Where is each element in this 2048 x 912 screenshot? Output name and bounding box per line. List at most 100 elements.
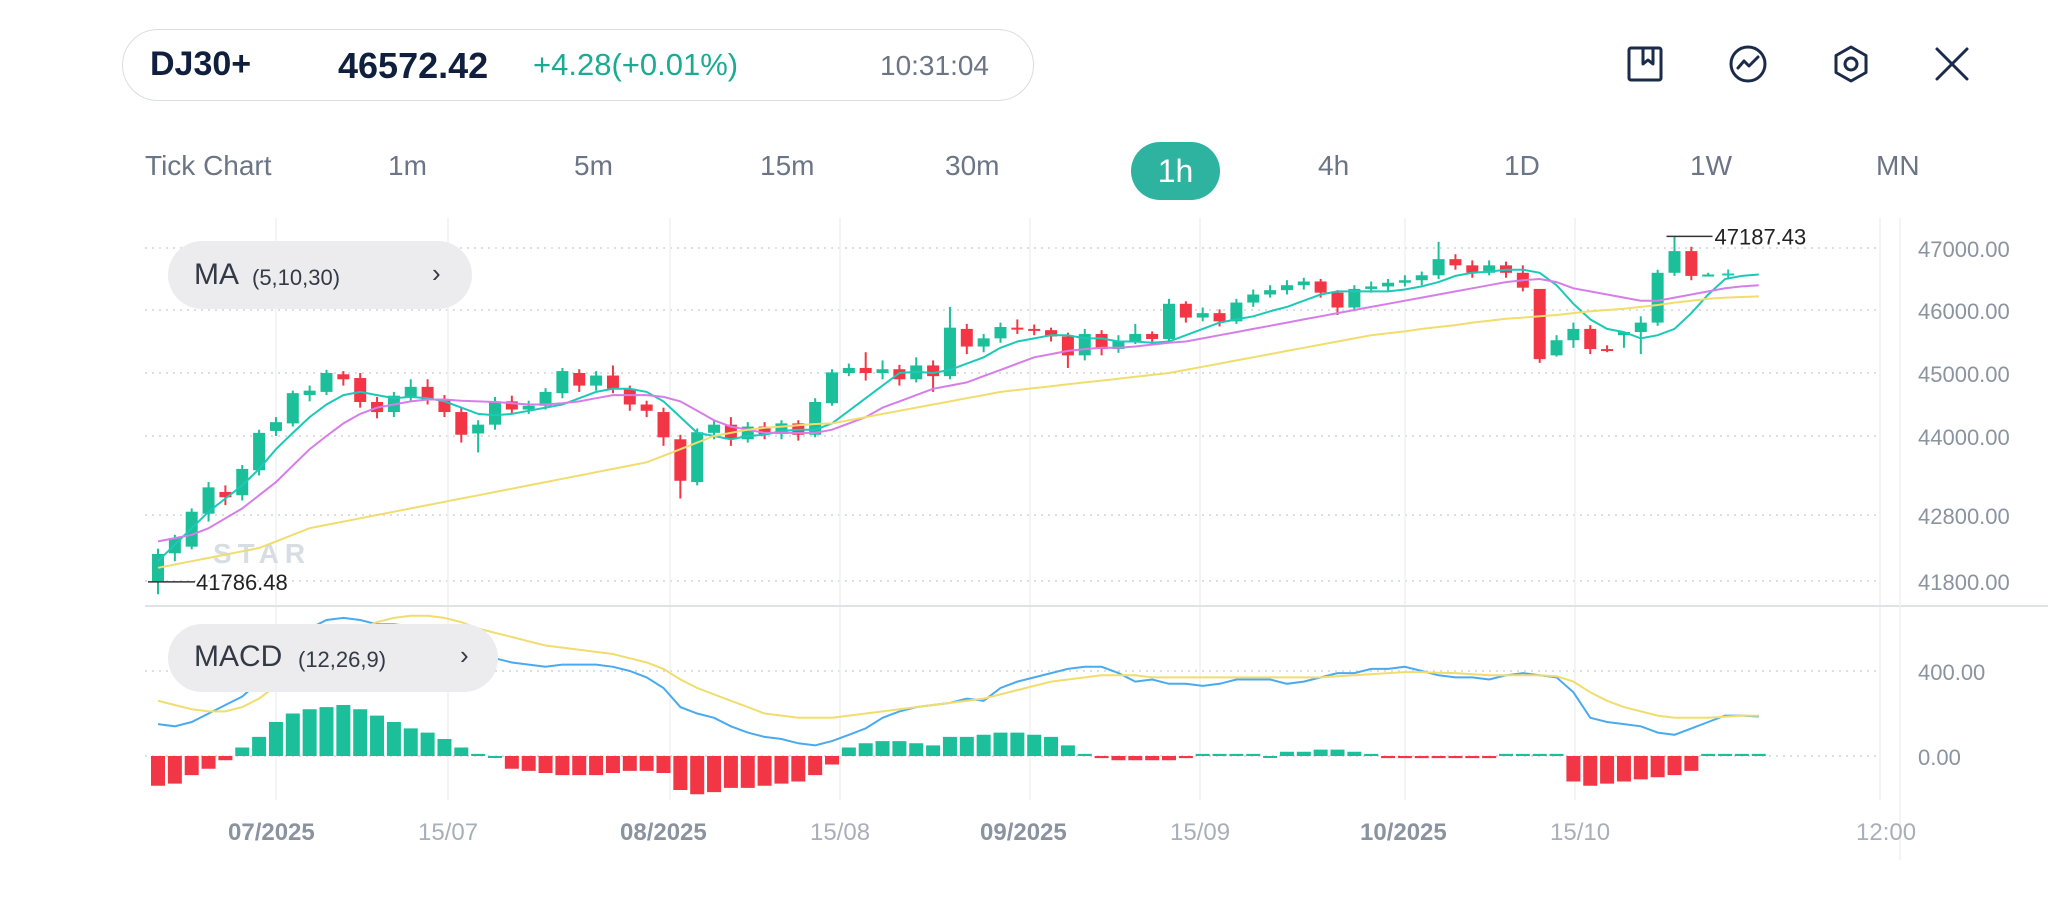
ma-line-ma30: [157, 295, 1759, 569]
macd-histogram-bar: [184, 756, 199, 776]
macd-histogram-bar: [521, 756, 536, 771]
tab-4h[interactable]: 4h: [1318, 150, 1350, 181]
macd-histogram-bar: [1195, 753, 1210, 756]
macd-histogram-bar: [1364, 753, 1379, 756]
tab-30m[interactable]: 30m: [945, 150, 1000, 181]
macd-indicator-pill[interactable]: [168, 624, 498, 692]
candle-body: [472, 424, 485, 434]
tab-1w[interactable]: 1W: [1690, 150, 1732, 181]
macd-histogram-bar: [370, 715, 385, 756]
macd-chevron-icon[interactable]: ›: [460, 640, 469, 670]
candle-body: [337, 374, 350, 380]
candle-body: [1567, 328, 1580, 341]
macd-histogram-bar: [622, 756, 637, 771]
candle-body: [320, 373, 333, 392]
macd-histogram-bar: [1600, 756, 1615, 784]
candle-body: [842, 367, 855, 373]
macd-histogram-bar: [656, 756, 671, 773]
price-axis-label: 44000.00: [1918, 425, 2010, 450]
candle-body: [657, 412, 670, 438]
macd-histogram-bar: [1734, 753, 1749, 756]
macd-histogram-bar: [1077, 753, 1092, 756]
macd-histogram-bar: [353, 709, 368, 756]
candle-body: [1500, 265, 1512, 273]
indicator-icon[interactable]: [1728, 44, 1768, 84]
macd-histogram-bar: [1448, 756, 1463, 759]
macd-histogram-bar: [386, 722, 401, 756]
tab-15m[interactable]: 15m: [760, 150, 815, 181]
candle-body: [927, 365, 940, 377]
macd-histogram-bar: [1751, 753, 1766, 756]
macd-histogram-bar: [1145, 756, 1160, 761]
candle-body: [1601, 349, 1614, 352]
macd-name: MACD: [194, 640, 283, 673]
tab-1m[interactable]: 1m: [388, 150, 427, 181]
macd-histogram-bar: [488, 756, 502, 758]
candle-body: [1651, 272, 1664, 323]
candle-body: [674, 439, 687, 481]
macd-histogram-bar: [791, 756, 806, 782]
candle-body: [1516, 272, 1529, 288]
candle-body: [185, 511, 198, 547]
candle-body: [1095, 333, 1108, 350]
ma-name: MA: [194, 258, 239, 291]
candle-body: [539, 391, 552, 406]
candle-body: [1230, 302, 1243, 322]
time-axis-label: 15/08: [810, 819, 870, 846]
macd-axis-label: 400.00: [1918, 660, 1985, 685]
macd-histogram-bar: [504, 756, 519, 769]
candle-body: [1061, 336, 1074, 356]
ma-chevron-icon[interactable]: ›: [432, 258, 441, 288]
ma-indicator-pill[interactable]: [168, 241, 472, 309]
close-icon[interactable]: [1932, 44, 1972, 84]
symbol-name[interactable]: DJ30+: [150, 45, 252, 83]
candle-body: [623, 388, 636, 405]
tab-1d[interactable]: 1D: [1504, 150, 1540, 181]
tab-1h[interactable]: 1h: [1131, 142, 1220, 200]
candle-body: [792, 423, 805, 435]
macd-histogram-bar: [167, 756, 182, 784]
macd-histogram-bar: [1532, 753, 1547, 756]
candle-body: [556, 371, 569, 394]
candle-body: [1415, 275, 1428, 281]
macd-histogram-bar: [976, 734, 991, 756]
macd-histogram-bar: [892, 741, 907, 756]
candle-body: [960, 328, 973, 347]
candle-body: [1314, 281, 1327, 293]
candle-body: [404, 386, 417, 397]
candle-body: [253, 432, 266, 471]
macd-histogram-bar: [1010, 732, 1025, 756]
macd-histogram-bar: [1330, 749, 1345, 756]
candle-body: [826, 372, 838, 404]
candle-body: [489, 401, 501, 425]
macd-histogram-bar: [1313, 749, 1328, 756]
price-axis-label: 41800.00: [1918, 570, 2010, 595]
time-axis-label: 09/2025: [980, 819, 1067, 846]
macd-histogram-bar: [252, 736, 267, 756]
macd-histogram-bar: [926, 745, 941, 756]
tab-5m[interactable]: 5m: [574, 150, 613, 181]
macd-histogram-bar: [841, 747, 856, 756]
candle-body: [371, 401, 384, 413]
macd-histogram-bar: [151, 756, 165, 786]
tab-mn[interactable]: MN: [1876, 150, 1920, 181]
macd-histogram-bar: [757, 756, 772, 786]
macd-histogram-bar: [1347, 751, 1362, 756]
settings-icon[interactable]: [1831, 44, 1871, 84]
macd-histogram-bar: [1465, 756, 1480, 759]
candle-body: [1213, 313, 1226, 322]
macd-histogram-bar: [1060, 745, 1075, 756]
candle-body: [1483, 265, 1496, 273]
candle-body: [1045, 330, 1058, 337]
candle-body: [387, 395, 400, 413]
macd-histogram-bar: [808, 756, 823, 776]
bookmark-icon[interactable]: [1625, 44, 1665, 84]
candle-body: [1196, 313, 1209, 318]
candle-body: [606, 375, 619, 389]
candle-body: [1550, 340, 1563, 356]
candle-body: [590, 375, 603, 386]
time-axis-label: 07/2025: [228, 819, 315, 846]
macd-histogram-bar: [1650, 756, 1665, 778]
tab-tick-chart[interactable]: Tick Chart: [145, 150, 272, 181]
